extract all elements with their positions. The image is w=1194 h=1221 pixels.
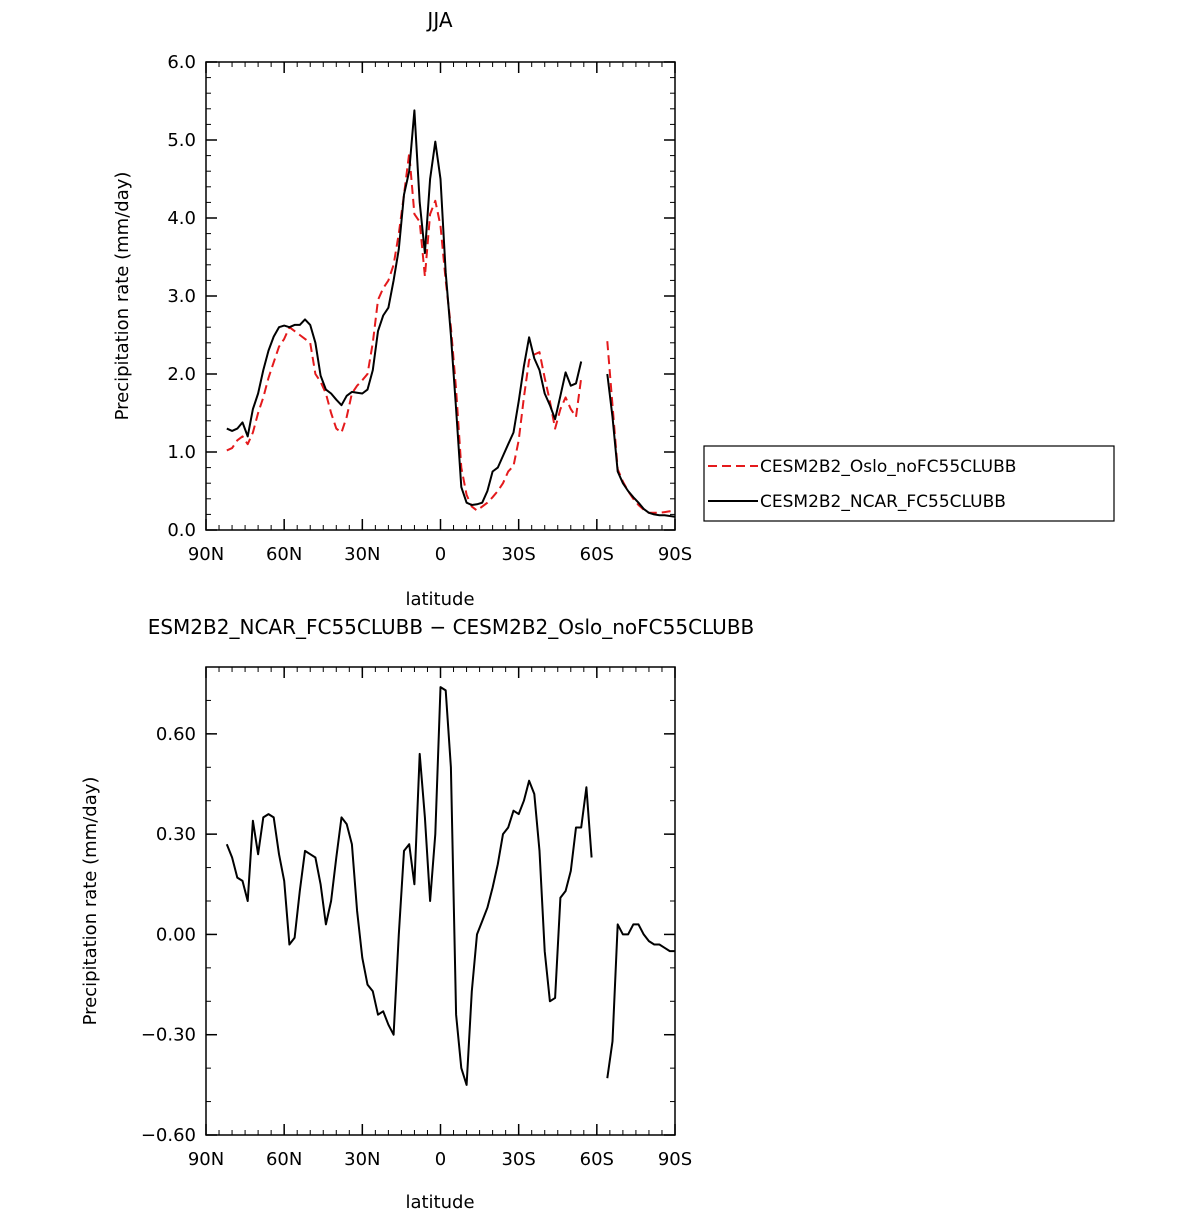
top-panel: JJA 90N 60N 30N 0 30S 60S 90S 0.0 1.0 2.0 3.0 4.0 5.… [112, 8, 1115, 610]
top-y-tick-label: 5.0 [167, 130, 196, 151]
top-series-1-line-segment-0 [226, 109, 583, 506]
top-y-axis-label: Precipitation rate (mm/day) [112, 172, 133, 421]
top-x-tick-label: 90S [658, 544, 692, 565]
bottom-y-tick-label: 0.00 [156, 924, 196, 945]
top-y-tick-label: 3.0 [167, 286, 196, 307]
top-series-0-line-segment-1 [606, 341, 676, 514]
top-series-0-line-segment-0 [226, 152, 583, 512]
bottom-series-0-line-segment-1 [606, 923, 675, 1079]
bottom-x-tick-label: 90N [188, 1149, 224, 1170]
top-y-tick-label: 0.0 [167, 520, 196, 541]
top-series-1-line-segment-1 [606, 373, 676, 518]
bottom-panel: ESM2B2_NCAR_FC55CLUBB − CESM2B2_Oslo_noF… [80, 615, 754, 1213]
bottom-x-tick-label: 90S [658, 1149, 692, 1170]
top-y-tick-label: 1.0 [167, 442, 196, 463]
bottom-y-axis-label: Precipitation rate (mm/day) [80, 777, 101, 1026]
bottom-plot-frame [205, 666, 676, 1136]
top-x-tick-label: 0 [435, 544, 446, 565]
top-x-tick-label: 60N [266, 544, 302, 565]
top-chart-title: JJA [425, 8, 452, 32]
bottom-x-tick-label: 60N [266, 1149, 302, 1170]
bottom-x-tick-label: 30N [344, 1149, 380, 1170]
legend-label-ncar: CESM2B2_NCAR_FC55CLUBB [760, 492, 1006, 512]
top-plot-frame [205, 61, 676, 531]
bottom-x-tick-label: 0 [435, 1149, 446, 1170]
top-y-tick-label: 4.0 [167, 208, 196, 229]
bottom-plot-area: 90N 60N 30N 0 30S 60S 90S −0.60 −0.30 0.00 0.30 0.6… [141, 666, 692, 1170]
bottom-chart-title: ESM2B2_NCAR_FC55CLUBB − CESM2B2_Oslo_noF… [148, 615, 755, 639]
bottom-series-0-line-segment-0 [225, 686, 593, 1086]
bottom-x-axis-label: latitude [405, 1192, 474, 1213]
top-plot-area: 90N 60N 30N 0 30S 60S 90S 0.0 1.0 2.0 3.0 4.0 5.0 6.0 [167, 52, 692, 565]
legend-label-oslo: CESM2B2_Oslo_noFC55CLUBB [760, 457, 1016, 477]
bottom-y-tick-label: −0.30 [141, 1025, 196, 1046]
bottom-y-tick-label: −0.60 [141, 1125, 196, 1146]
top-y-tick-label: 6.0 [167, 52, 196, 73]
top-x-tick-label: 90N [188, 544, 224, 565]
top-x-tick-label: 60S [580, 544, 614, 565]
bottom-x-tick-label: 30S [501, 1149, 535, 1170]
top-x-tick-label: 30S [501, 544, 535, 565]
bottom-x-tick-label: 60S [580, 1149, 614, 1170]
bottom-y-tick-label: 0.30 [156, 824, 196, 845]
legend-box [703, 445, 1115, 522]
top-y-tick-label: 2.0 [167, 364, 196, 385]
top-x-tick-label: 30N [344, 544, 380, 565]
bottom-y-tick-label: 0.60 [156, 724, 196, 745]
legend: CESM2B2_Oslo_noFC55CLUBB CESM2B2_NCAR_FC… [703, 445, 1115, 522]
top-x-axis-label: latitude [405, 589, 474, 610]
